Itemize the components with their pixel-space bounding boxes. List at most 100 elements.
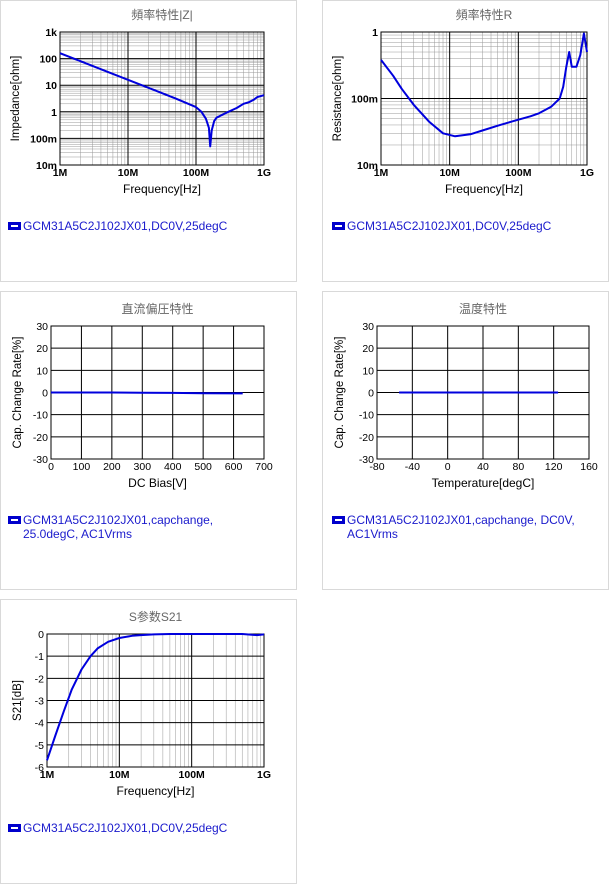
x-tick-label: 10M	[118, 167, 139, 179]
chart-temperature: 温度特性 -80 -40 0 40 80 120 160 30 20 10 0 -10 -20 -30 Tem…	[334, 301, 598, 490]
y-tick-label: -30	[33, 454, 48, 466]
chart-title: 温度特性	[459, 301, 507, 316]
y-tick-label: 10m	[36, 160, 57, 172]
y-tick-label: -5	[35, 740, 44, 752]
chart-panel-resistance: 頻率特性R 1M 10M 100M 1G 1 100m 10m Frequency[Hz] Res…	[322, 0, 609, 282]
chart-resistance: 頻率特性R 1M 10M 100M 1G 1 100m 10m Frequency[Hz] Res…	[332, 7, 594, 196]
legend: GCM31A5C2J102JX01,capchange, DC0V, AC1Vr…	[332, 513, 607, 541]
chart-title: 頻率特性R	[456, 7, 513, 22]
x-tick-label: 100M	[505, 167, 532, 179]
y-tick-label: -1	[35, 651, 44, 663]
x-tick-label: 1M	[53, 167, 68, 179]
y-tick-label: 100	[39, 54, 57, 66]
chart-title: 直流偏圧特性	[121, 301, 193, 316]
legend: GCM31A5C2J102JX01,DC0V,25degC	[8, 219, 293, 233]
x-tick-label: 100	[73, 461, 91, 473]
legend-swatch	[8, 824, 21, 832]
x-tick-label: 0	[445, 461, 451, 473]
x-tick-label: 500	[194, 461, 212, 473]
y-axis-label: S21[dB]	[12, 680, 24, 721]
y-tick-label: 30	[362, 321, 374, 333]
y-tick-label: 1k	[45, 27, 57, 39]
x-tick-label: 10M	[109, 769, 130, 781]
x-axis-label: DC Bias[V]	[128, 476, 187, 490]
legend-swatch	[8, 222, 21, 230]
x-axis-label: Frequency[Hz]	[445, 182, 523, 196]
chart-title: S参数S21	[129, 609, 183, 624]
plot-frame	[376, 325, 590, 460]
x-tick-label: 400	[164, 461, 182, 473]
y-axis-label: Cap. Change Rate[%]	[12, 337, 24, 449]
x-tick-label: 1G	[580, 167, 594, 179]
chart-s21: S参数S21 1M 10M 100M 1G 0 -1 -2 -3 -4 -5 -6 Frequency[…	[12, 609, 271, 798]
y-tick-label: -10	[359, 410, 374, 422]
x-tick-label: 1M	[374, 167, 389, 179]
series-line	[46, 633, 265, 761]
chart-panel-impedance: 頻率特性|Z| 1M 10M 100M 1G 1k 100 10 1 100m 10m Frequen…	[0, 0, 297, 282]
legend-text: GCM31A5C2J102JX01,DC0V,25degC	[23, 821, 228, 835]
series-line	[380, 32, 588, 138]
legend-swatch	[332, 516, 345, 524]
legend: GCM31A5C2J102JX01,DC0V,25degC	[332, 219, 607, 233]
x-tick-label: 200	[103, 461, 121, 473]
y-axis-label: Impedance[ohm]	[10, 56, 22, 142]
y-tick-label: 30	[36, 321, 48, 333]
y-axis-label: Cap. Change Rate[%]	[334, 337, 346, 449]
y-tick-label: 100m	[351, 94, 378, 106]
chart-panel-s21: S参数S21 1M 10M 100M 1G 0 -1 -2 -3 -4 -5 -6 Frequency[…	[0, 599, 297, 884]
chart-panel-temperature: 温度特性 -80 -40 0 40 80 120 160 30 20 10 0 -10 -20 -30 Tem…	[322, 291, 609, 590]
y-axis-label: Resistance[ohm]	[332, 56, 344, 142]
chart-panel-dc-bias: 直流偏圧特性 0 100 200 300 400 500 600 700 30 20 10 0 -10 -2…	[0, 291, 297, 590]
chart-title: 頻率特性|Z|	[131, 7, 193, 22]
plot-frame	[380, 31, 588, 166]
y-tick-label: -4	[35, 718, 44, 730]
legend-text: GCM31A5C2J102JX01,capchange, 25.0degC, A…	[23, 513, 214, 541]
y-tick-label: -30	[359, 454, 374, 466]
y-tick-label: 0	[38, 629, 44, 641]
y-tick-label: 10	[45, 80, 57, 92]
x-tick-label: 120	[545, 461, 563, 473]
y-tick-label: -20	[33, 432, 48, 444]
y-tick-label: 100m	[30, 133, 57, 145]
series-line	[59, 52, 265, 148]
legend: GCM31A5C2J102JX01,capchange, 25.0degC, A…	[8, 513, 293, 541]
legend-text: GCM31A5C2J102JX01,DC0V,25degC	[347, 219, 552, 233]
x-tick-label: 1G	[257, 769, 271, 781]
legend-swatch	[8, 516, 21, 524]
x-tick-label: 1M	[40, 769, 55, 781]
y-tick-label: 20	[362, 343, 374, 355]
x-tick-label: 40	[477, 461, 489, 473]
legend-text: GCM31A5C2J102JX01,capchange, DC0V, AC1Vr…	[347, 513, 575, 541]
x-tick-label: 100M	[183, 167, 210, 179]
x-axis-label: Temperature[degC]	[432, 476, 535, 490]
x-axis-label: Frequency[Hz]	[123, 182, 201, 196]
series-line	[51, 391, 243, 395]
x-tick-label: 80	[512, 461, 524, 473]
y-tick-label: 20	[36, 343, 48, 355]
x-tick-label: 100M	[179, 769, 206, 781]
y-tick-label: -2	[35, 673, 44, 685]
y-tick-label: -3	[35, 696, 44, 708]
legend-text: GCM31A5C2J102JX01,DC0V,25degC	[23, 219, 228, 233]
y-tick-label: 10m	[357, 160, 378, 172]
plot-grid	[59, 31, 265, 166]
x-tick-label: 300	[134, 461, 152, 473]
y-tick-label: 0	[368, 388, 374, 400]
legend: GCM31A5C2J102JX01,DC0V,25degC	[8, 821, 293, 835]
chart-impedance: 頻率特性|Z| 1M 10M 100M 1G 1k 100 10 1 100m 10m Frequen…	[10, 7, 271, 196]
x-tick-label: 10M	[439, 167, 460, 179]
y-tick-label: 10	[36, 365, 48, 377]
x-tick-label: -40	[405, 461, 420, 473]
y-tick-label: 10	[362, 365, 374, 377]
x-tick-label: 700	[255, 461, 273, 473]
y-tick-label: 0	[42, 388, 48, 400]
y-tick-label: -6	[35, 762, 44, 774]
legend-swatch	[332, 222, 345, 230]
x-tick-label: 1G	[257, 167, 271, 179]
x-tick-label: -80	[369, 461, 384, 473]
y-tick-label: -10	[33, 410, 48, 422]
y-tick-label: 1	[51, 107, 57, 119]
plot-grid	[46, 633, 265, 768]
x-tick-label: 0	[48, 461, 54, 473]
